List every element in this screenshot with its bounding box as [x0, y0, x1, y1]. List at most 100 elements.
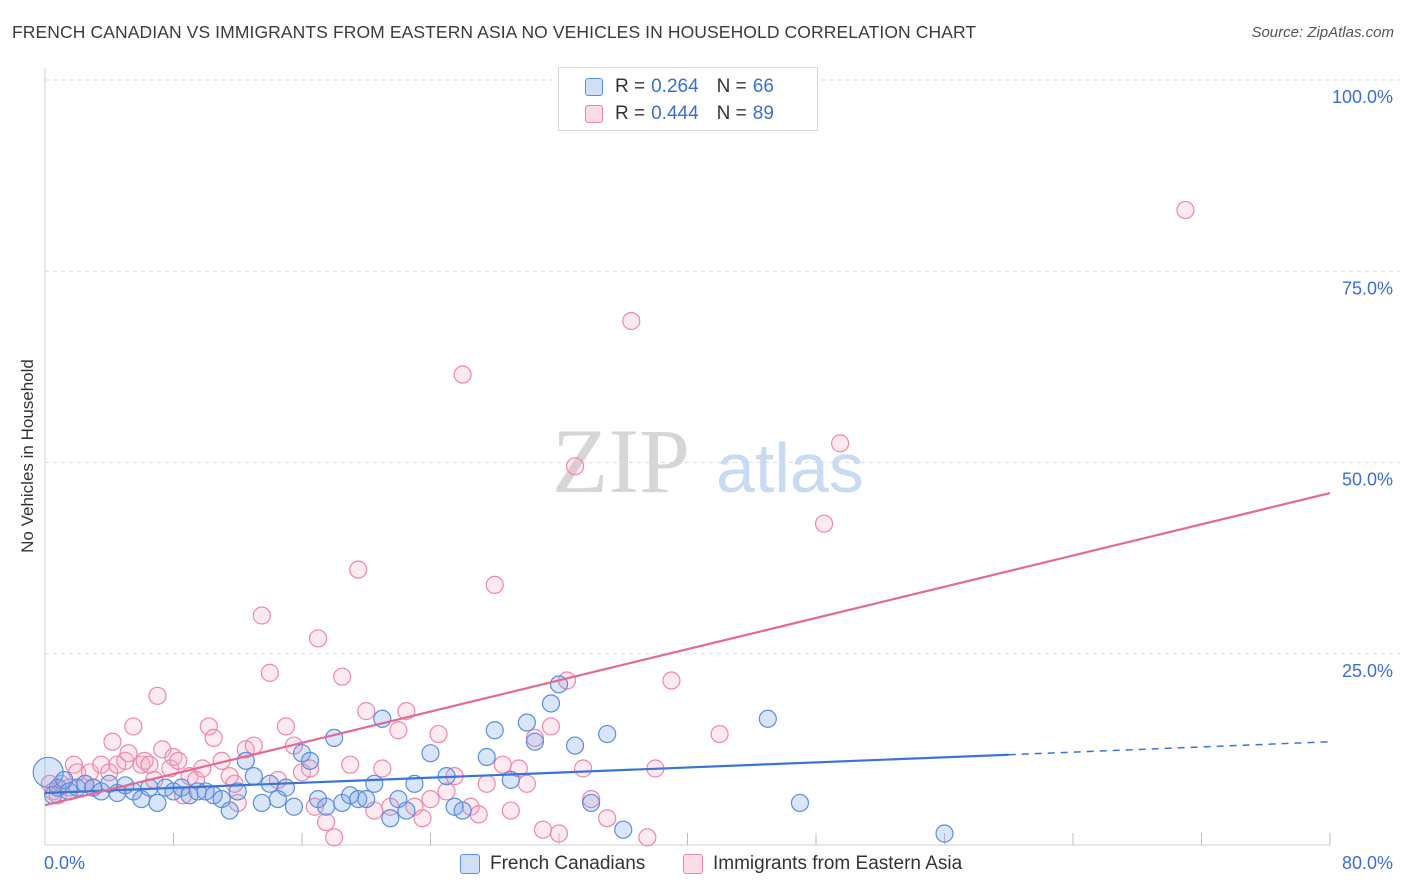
legend-n-label: N =	[716, 76, 747, 97]
data-point	[622, 311, 641, 331]
data-point	[814, 514, 834, 533]
data-point	[477, 774, 496, 793]
watermark-atlas: atlas	[716, 429, 864, 507]
data-point	[517, 774, 536, 793]
data-point	[469, 805, 488, 824]
x-tick-label: 80.0%	[1342, 853, 1393, 873]
data-point	[300, 751, 320, 770]
data-point	[204, 728, 223, 748]
data-point	[244, 767, 263, 786]
legend-n-value: 89	[752, 103, 774, 124]
data-point	[413, 809, 432, 828]
y-tick-label: 75.0%	[1342, 278, 1393, 298]
data-point	[525, 732, 545, 751]
data-point	[421, 744, 440, 763]
data-point	[284, 797, 304, 816]
data-point	[276, 778, 296, 797]
data-point	[300, 759, 320, 778]
data-point	[199, 717, 218, 736]
data-point	[541, 717, 561, 736]
legend-r-label: R =	[615, 76, 646, 97]
y-tick-label: 25.0%	[1342, 661, 1393, 681]
legend-row-eastern-asia: R = 0.444 N = 89	[585, 102, 774, 126]
legend-r-value: 0.264	[651, 76, 699, 97]
data-point	[341, 755, 360, 774]
data-point	[381, 809, 400, 828]
stats-legend: R = 0.264 N = 66 R = 0.444 N = 89	[558, 67, 818, 131]
data-point	[308, 629, 328, 648]
data-point	[429, 724, 448, 744]
data-point	[830, 434, 850, 453]
data-point	[228, 782, 247, 801]
bottom-legend-swatch-pink	[683, 854, 703, 874]
data-point	[260, 663, 279, 682]
bottom-legend-swatch-blue	[460, 854, 480, 874]
data-point	[437, 782, 456, 801]
data-point	[325, 728, 344, 748]
legend-n-label: N =	[716, 103, 747, 124]
data-point	[397, 801, 416, 820]
data-point	[453, 801, 472, 820]
y-axis-title: No Vehicles in Household	[18, 359, 37, 553]
x-tick-label: 0.0%	[44, 853, 85, 873]
watermark: ZIP atlas	[552, 410, 864, 512]
trend-line-french-canadians	[44, 753, 1009, 795]
data-point	[565, 457, 585, 476]
bottom-legend-eastern-asia: Immigrants from Eastern Asia	[683, 850, 962, 878]
data-point	[501, 801, 520, 820]
data-point	[244, 736, 263, 755]
data-point	[638, 828, 657, 847]
data-point	[485, 721, 504, 740]
trend-line-eastern-asia	[44, 492, 1331, 807]
data-point	[421, 789, 440, 809]
data-point	[758, 709, 777, 728]
data-point	[252, 606, 271, 625]
data-point	[525, 728, 545, 748]
data-point	[533, 820, 553, 839]
data-point	[541, 694, 561, 713]
data-point	[790, 793, 810, 813]
series-french-canadians-points	[32, 675, 954, 843]
data-point	[349, 560, 368, 579]
data-point	[453, 365, 472, 384]
bottom-legend-french-canadians: French Canadians	[460, 850, 645, 878]
data-point	[103, 732, 122, 751]
data-point	[582, 789, 601, 809]
trend-lines	[44, 492, 1331, 807]
data-point	[477, 747, 496, 767]
data-point	[365, 774, 384, 793]
data-point	[517, 713, 536, 732]
bottom-legend-label: Immigrants from Eastern Asia	[713, 853, 963, 874]
data-point	[276, 717, 296, 736]
data-point	[148, 686, 167, 705]
data-point	[140, 755, 159, 774]
data-point	[357, 789, 376, 809]
y-tick-label: 100.0%	[1332, 87, 1393, 107]
data-point	[614, 820, 633, 839]
trend-line-french-canadians-extension	[1008, 740, 1331, 756]
data-point	[1176, 200, 1195, 220]
data-point	[373, 759, 392, 778]
axes	[44, 68, 1331, 846]
data-point	[169, 751, 188, 770]
series-immigrants-eastern-asia-points	[40, 200, 1195, 847]
y-tick-label: 50.0%	[1342, 470, 1393, 490]
data-point	[389, 721, 408, 740]
bottom-legend-label: French Canadians	[490, 853, 646, 874]
chart-title: FRENCH CANADIAN VS IMMIGRANTS FROM EASTE…	[12, 22, 977, 42]
legend-swatch-pink	[585, 105, 603, 123]
data-point	[357, 702, 376, 721]
data-point	[549, 824, 569, 843]
data-point	[662, 671, 681, 690]
data-point	[325, 828, 344, 847]
legend-r-value: 0.444	[651, 103, 699, 124]
data-point	[485, 575, 504, 595]
legend-r-label: R =	[615, 103, 646, 124]
data-point	[935, 824, 954, 843]
data-point	[148, 793, 167, 813]
data-point	[582, 793, 601, 813]
data-point	[573, 759, 593, 778]
data-point	[598, 724, 617, 744]
data-point	[316, 797, 336, 816]
